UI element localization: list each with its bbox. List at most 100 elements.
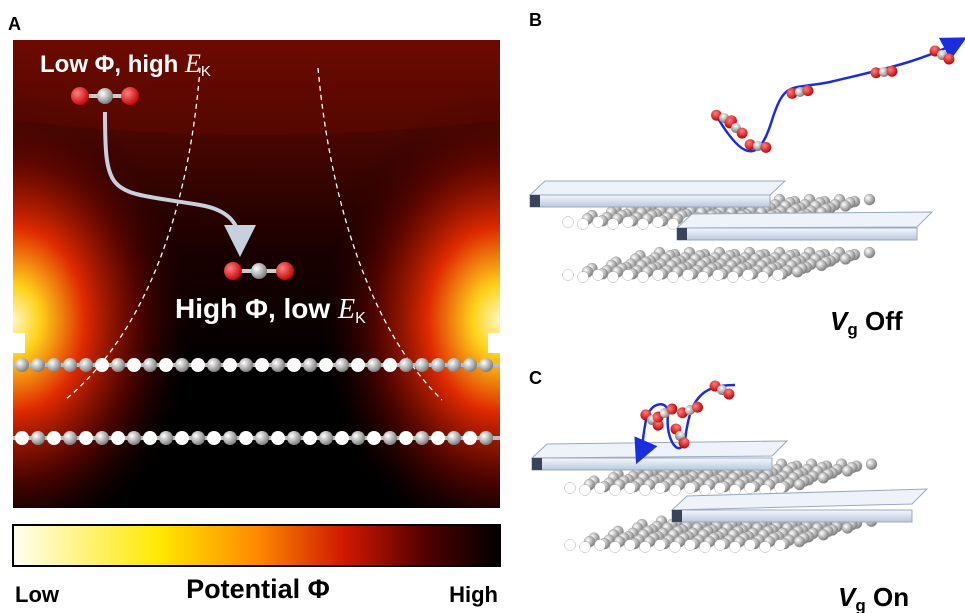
atom	[610, 542, 621, 553]
panel-label: C	[529, 368, 542, 388]
atom	[760, 542, 771, 553]
atom	[683, 270, 694, 281]
atom	[159, 358, 173, 372]
atom	[479, 358, 493, 372]
atom	[745, 483, 756, 494]
atom	[653, 217, 664, 228]
molecule	[224, 262, 294, 280]
atom	[207, 358, 221, 372]
atom	[303, 431, 317, 445]
atom	[578, 272, 589, 283]
colorbar-label: Low	[15, 582, 60, 607]
atom	[623, 217, 634, 228]
atom	[415, 358, 429, 372]
atom	[175, 358, 189, 372]
atom	[842, 466, 853, 477]
figure: Low Φ, high EK High Φ, low EK Low Potent…	[0, 0, 965, 613]
atom	[79, 431, 93, 445]
atom	[111, 358, 125, 372]
atom	[864, 194, 875, 205]
atom	[794, 536, 805, 547]
molecule	[928, 43, 957, 66]
atom	[840, 201, 851, 212]
atom	[700, 542, 711, 553]
atom	[95, 358, 109, 372]
atom	[580, 542, 591, 553]
atom	[271, 431, 285, 445]
atom	[730, 542, 741, 553]
atom	[745, 540, 756, 551]
atom	[335, 358, 349, 372]
atom	[15, 431, 29, 445]
atom	[730, 485, 741, 496]
atom	[303, 358, 317, 372]
atom	[127, 358, 141, 372]
atom	[351, 358, 365, 372]
molecule	[71, 87, 139, 105]
atom	[191, 358, 205, 372]
atom	[31, 431, 45, 445]
atom	[383, 358, 397, 372]
atom	[866, 459, 877, 470]
atom	[670, 542, 681, 553]
atom	[593, 270, 604, 281]
molecule	[870, 65, 898, 78]
atom	[447, 358, 461, 372]
atom	[223, 358, 237, 372]
atom	[638, 219, 649, 230]
atom	[431, 358, 445, 372]
atom	[792, 266, 803, 277]
atom	[335, 431, 349, 445]
atom	[563, 270, 574, 281]
atom	[563, 217, 574, 228]
atom	[367, 431, 381, 445]
atom	[319, 358, 333, 372]
atom	[773, 270, 784, 281]
atom	[685, 483, 696, 494]
atom	[653, 270, 664, 281]
atom	[239, 358, 253, 372]
atom	[463, 431, 477, 445]
atom	[159, 431, 173, 445]
atom	[728, 272, 739, 283]
atom	[479, 431, 493, 445]
atom	[287, 431, 301, 445]
atom	[447, 431, 461, 445]
atom	[713, 270, 724, 281]
atom	[431, 431, 445, 445]
atom	[655, 483, 666, 494]
panel-label: A	[8, 14, 21, 34]
atom	[685, 540, 696, 551]
atom	[239, 431, 253, 445]
atom	[715, 540, 726, 551]
atom	[595, 540, 606, 551]
atom	[15, 358, 29, 372]
electrode	[530, 181, 785, 207]
atom	[47, 431, 61, 445]
atom	[743, 270, 754, 281]
atom	[593, 217, 604, 228]
atom	[175, 431, 189, 445]
atom	[207, 431, 221, 445]
molecule	[708, 378, 737, 401]
electrode	[532, 441, 787, 470]
atom	[640, 485, 651, 496]
atom	[255, 431, 269, 445]
atom	[758, 272, 769, 283]
atom	[143, 431, 157, 445]
atom	[715, 483, 726, 494]
atom	[463, 358, 477, 372]
atom	[698, 272, 709, 283]
atom	[668, 272, 679, 283]
atom	[565, 483, 576, 494]
electrode	[677, 212, 932, 240]
atom	[794, 479, 805, 490]
atom	[367, 358, 381, 372]
atom	[625, 540, 636, 551]
atom	[319, 431, 333, 445]
trajectory	[716, 42, 958, 151]
atom	[47, 358, 61, 372]
atom	[816, 260, 827, 271]
atom	[625, 483, 636, 494]
atom	[565, 540, 576, 551]
